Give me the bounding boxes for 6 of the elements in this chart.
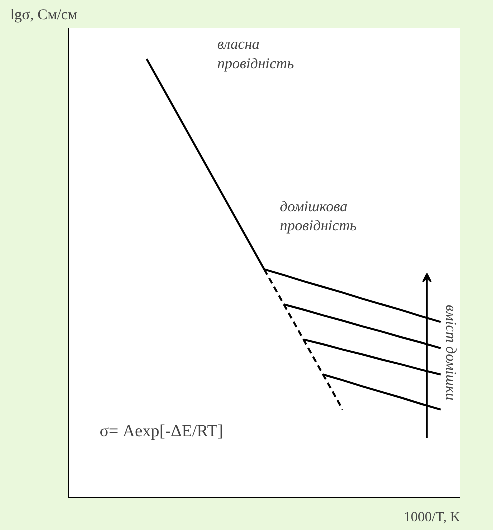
- x-axis-title: 1000/T, K: [404, 510, 461, 526]
- annotation: σ= Aexp[-ΔE/RT]: [100, 422, 224, 441]
- annotation: вміст домішки: [442, 305, 459, 401]
- y-axis-title: lgσ, См/см: [10, 8, 78, 24]
- annotation: власна провідність: [217, 37, 294, 72]
- annotation: домішкова провідність: [280, 199, 358, 235]
